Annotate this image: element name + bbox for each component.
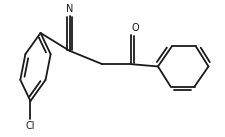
Text: N: N (66, 4, 73, 14)
Text: O: O (132, 23, 140, 33)
Text: Cl: Cl (26, 121, 35, 131)
